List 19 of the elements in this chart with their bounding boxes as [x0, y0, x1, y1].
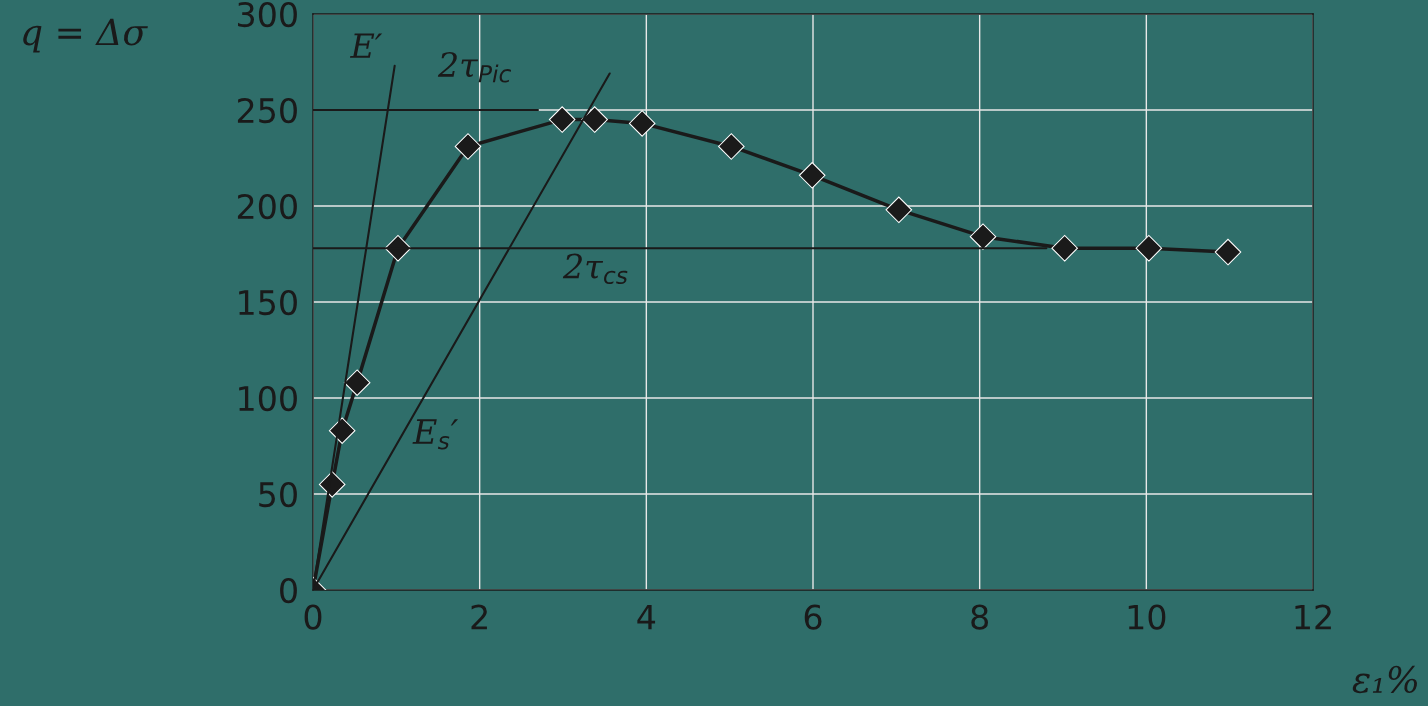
- y-tick-label: 150: [239, 289, 297, 316]
- y-axis-title: q = Δσ: [23, 18, 148, 53]
- y-tick-label: 300: [238, 1, 297, 28]
- x-tick-label: 10: [1128, 604, 1166, 630]
- annotation: E$_{s}$′: [412, 419, 459, 450]
- x-tick-label: 12: [1295, 604, 1331, 630]
- y-tick-label: 100: [239, 385, 297, 412]
- y-tick-label: 0: [280, 577, 297, 604]
- x-tick-label: 8: [971, 604, 988, 630]
- x-tick-label: 6: [804, 604, 822, 630]
- y-tick-label: 50: [259, 481, 297, 508]
- x-axis-title: ε₁%: [1352, 665, 1417, 694]
- x-tick-label: 4: [637, 604, 656, 630]
- x-tick-label: 0: [304, 604, 322, 630]
- annotation: 2τ$_{cs}$: [562, 253, 628, 285]
- annotation: E′: [349, 33, 383, 58]
- x-tick-label: 2: [471, 604, 487, 630]
- y-tick-label: 250: [237, 97, 297, 124]
- y-tick-label: 200: [237, 193, 297, 220]
